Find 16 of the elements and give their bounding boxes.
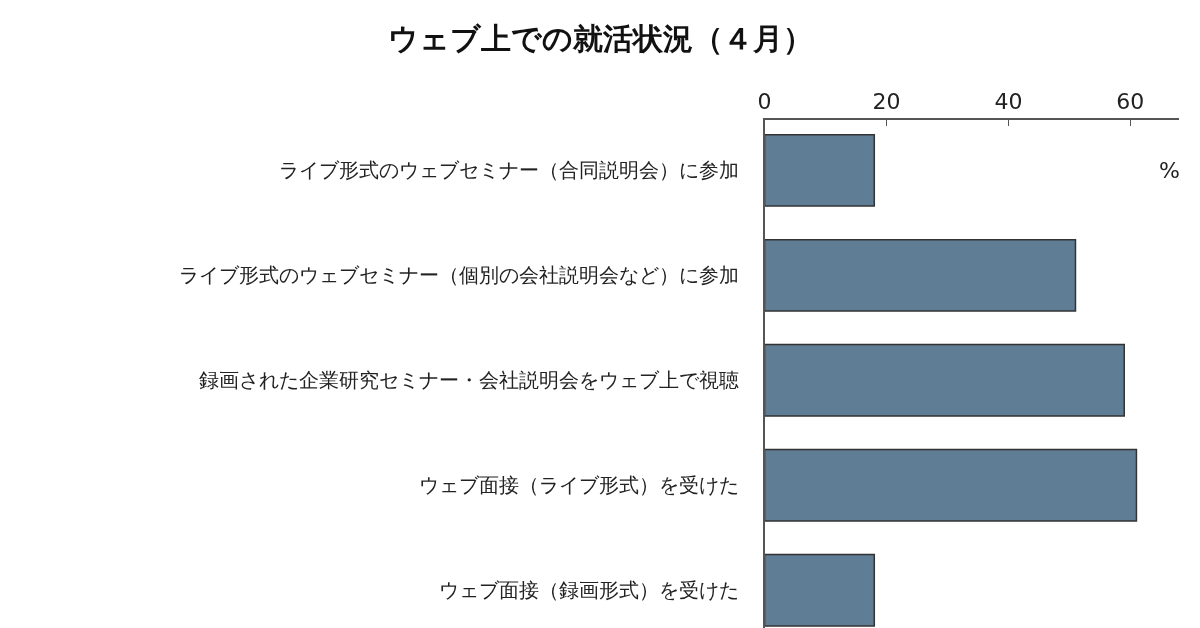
bar bbox=[764, 448, 1138, 522]
x-tick-label: 40 bbox=[994, 89, 1023, 115]
y-tick-label: ライブ形式のウェブセミナー（合同説明会）に参加 bbox=[278, 158, 739, 183]
y-tick-label: ウェブ面接（ライブ形式）を受けた bbox=[418, 473, 739, 498]
annotation: % bbox=[1159, 158, 1180, 183]
x-tick-label: 60 bbox=[1116, 89, 1145, 115]
bar bbox=[764, 133, 876, 207]
y-tick-label: 録画された企業研究セミナー・会社説明会をウェブ上で視聴 bbox=[198, 368, 739, 393]
x-tick-label: 0 bbox=[757, 89, 772, 115]
bar bbox=[764, 553, 876, 627]
chart-title: ウェブ上での就活状況（４月） bbox=[387, 21, 813, 57]
bar bbox=[764, 343, 1125, 417]
x-tick-label: 20 bbox=[872, 89, 901, 115]
bar bbox=[764, 238, 1077, 312]
y-tick-label: ライブ形式のウェブセミナー（個別の会社説明会など）に参加 bbox=[178, 263, 739, 288]
y-tick-label: ウェブ面接（録画形式）を受けた bbox=[438, 578, 739, 603]
